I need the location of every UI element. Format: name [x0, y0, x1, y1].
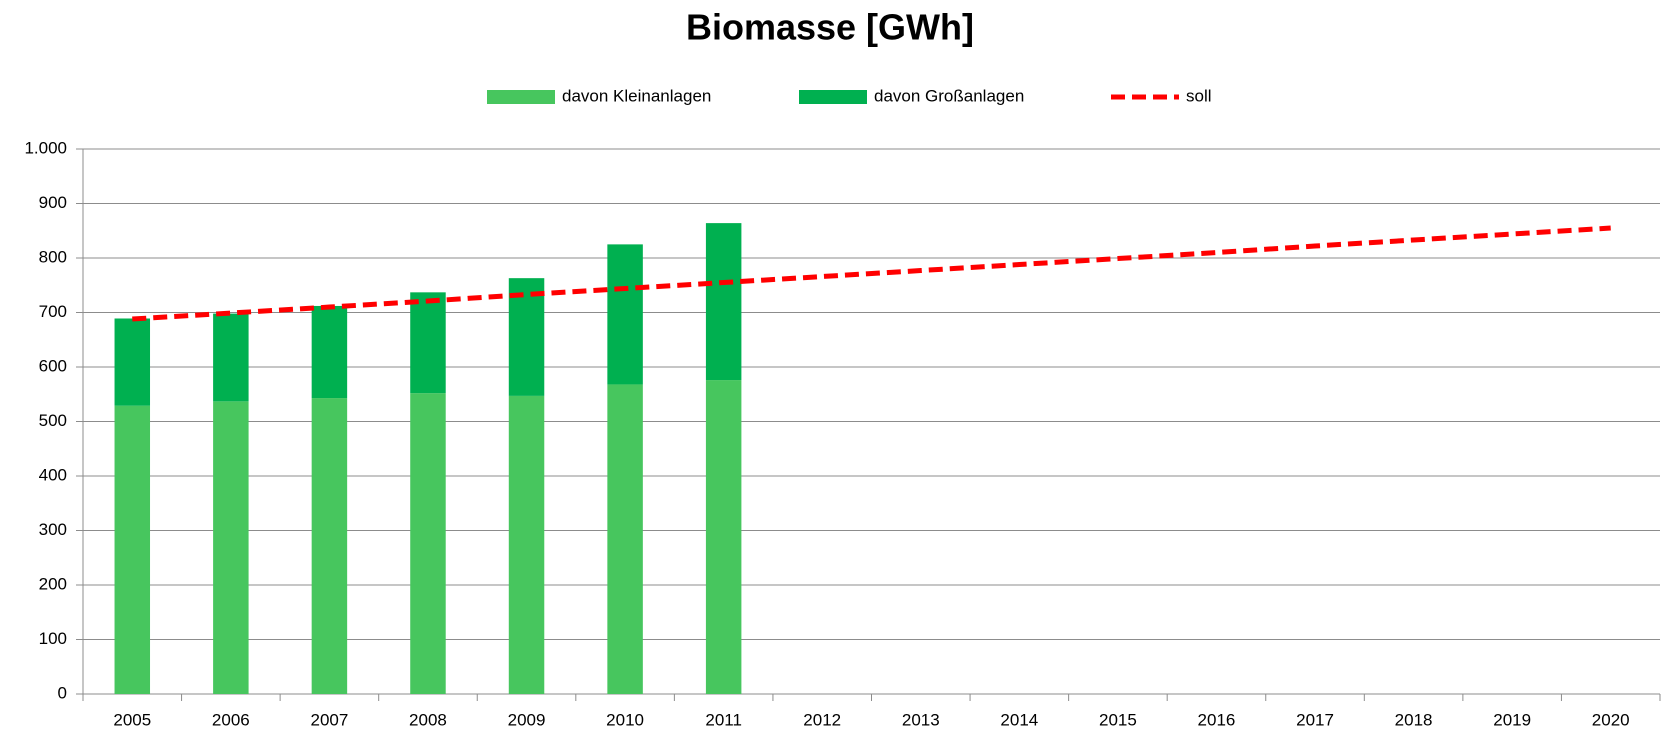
x-tick-label: 2010 [606, 710, 644, 729]
y-tick-label: 0 [58, 683, 67, 702]
legend-swatch [487, 90, 555, 104]
bar [311, 398, 348, 694]
y-tick-label: 800 [39, 247, 67, 266]
y-tick-label: 600 [39, 356, 67, 375]
legend-label: davon Kleinanlagen [562, 86, 711, 105]
bar [213, 401, 249, 694]
bar [607, 384, 643, 694]
legend-label: davon Großanlagen [874, 86, 1024, 105]
bar [114, 318, 151, 406]
x-tick-label: 2016 [1198, 710, 1236, 729]
bar [311, 305, 348, 399]
bar [508, 395, 545, 694]
x-tick-label: 2007 [310, 710, 348, 729]
y-tick-label: 700 [39, 302, 67, 321]
y-tick-label: 500 [39, 411, 67, 430]
y-tick-label: 900 [39, 193, 67, 212]
x-tick-label: 2015 [1099, 710, 1137, 729]
y-tick-label: 200 [39, 574, 67, 593]
y-tick-label: 300 [39, 520, 67, 539]
x-tick-label: 2012 [803, 710, 841, 729]
bar [213, 313, 249, 402]
y-tick-label: 100 [39, 629, 67, 648]
x-tick-label: 2009 [508, 710, 546, 729]
x-tick-label: 2013 [902, 710, 940, 729]
legend-label: soll [1186, 86, 1212, 105]
bar [114, 405, 151, 694]
bar [607, 244, 643, 385]
bar [410, 393, 446, 694]
x-tick-label: 2014 [1000, 710, 1038, 729]
x-tick-label: 2018 [1395, 710, 1433, 729]
line [132, 225, 1611, 322]
chart-title: Biomasse [GWh] [686, 7, 974, 48]
x-tick-label: 2019 [1493, 710, 1531, 729]
bar [705, 380, 742, 694]
y-tick-label: 400 [39, 465, 67, 484]
x-tick-label: 2008 [409, 710, 447, 729]
x-tick-label: 2020 [1592, 710, 1630, 729]
bar [705, 223, 742, 381]
x-tick-label: 2011 [705, 710, 742, 729]
legend-swatch [799, 90, 867, 104]
x-tick-label: 2017 [1296, 710, 1334, 729]
y-tick-label: 1.000 [24, 138, 67, 157]
x-tick-label: 2006 [212, 710, 250, 729]
bar [410, 292, 446, 394]
x-tick-label: 2005 [113, 710, 151, 729]
